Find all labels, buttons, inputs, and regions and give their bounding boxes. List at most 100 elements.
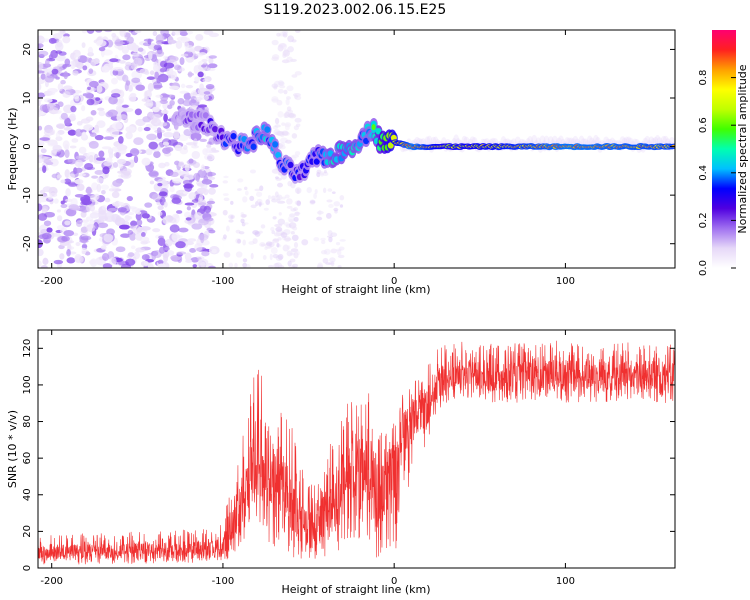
- spectrogram-blob: [286, 56, 293, 63]
- spectrogram-blob: [206, 144, 212, 149]
- spectrogram-blob: [258, 230, 263, 234]
- spectrogram-blob: [65, 188, 71, 197]
- spectrogram-blob: [335, 242, 341, 246]
- spectrogram-blob: [453, 134, 460, 146]
- spectrogram-blob: [102, 49, 113, 56]
- spectrogram-blob: [316, 171, 321, 178]
- spectrogram-blob: [157, 263, 166, 268]
- spectrogram-blob: [241, 213, 248, 218]
- spectrogram-blob: [322, 171, 329, 177]
- spectrogram-blob: [289, 252, 296, 256]
- spectrogram-blob: [155, 100, 162, 108]
- spectrogram-blob: [277, 200, 286, 204]
- spectrogram-blob: [184, 164, 190, 172]
- spectrogram-blob: [206, 200, 216, 205]
- spectrogram-blob: [66, 249, 71, 257]
- spectrogram-blob: [183, 241, 194, 246]
- spectrogram-blob: [174, 144, 183, 152]
- spectrogram-blob: [272, 238, 279, 242]
- spectrogram-blob: [157, 205, 164, 211]
- spectrogram-blob: [113, 152, 122, 158]
- spectrogram-blob: [426, 135, 433, 147]
- spectrogram-blob: [230, 200, 234, 205]
- spectrogram-blob: [157, 122, 168, 127]
- spectrogram-blob: [131, 44, 140, 53]
- spectrogram-blob: [200, 183, 208, 189]
- spectrogram-y-ticks: -20 -10 0 10 20: [22, 43, 675, 252]
- spectrogram-blob: [336, 249, 342, 256]
- spectrogram-blob: [175, 40, 183, 49]
- spectrogram-blob: [277, 253, 284, 260]
- spectrogram-blob: [328, 236, 333, 243]
- spectrogram-blob: [271, 230, 276, 235]
- spectrogram-blob: [70, 60, 76, 70]
- spectrogram-blob: [198, 258, 209, 266]
- spectrogram-blob: [57, 235, 68, 243]
- spectrogram-blob: [294, 187, 302, 194]
- spectrogram-blob: [89, 212, 100, 219]
- spectrogram-blob: [86, 98, 95, 106]
- snr-y-tick-label: 20: [22, 525, 33, 538]
- spectrogram-blob: [194, 243, 203, 252]
- spectrogram-blob: [60, 112, 68, 120]
- spectrogram-blob: [160, 109, 169, 114]
- spectrogram-blob: [294, 212, 301, 215]
- spectrogram-blob: [51, 109, 62, 114]
- spectrogram-blob: [185, 259, 193, 263]
- spectrogram-blob: [306, 187, 312, 194]
- spectrogram-blob: [277, 195, 281, 202]
- spectrogram-blob: [127, 212, 135, 216]
- spectrogram-blob: [104, 197, 111, 203]
- spectrogram-blob: [326, 199, 333, 203]
- snr-x-tick-label: 100: [556, 576, 575, 587]
- spectrogram-blob: [221, 237, 227, 241]
- spectrogram-blob: [274, 117, 280, 125]
- spectrogram-blob: [50, 150, 57, 157]
- spectrogram-blob: [176, 210, 183, 214]
- spectrogram-blob: [278, 212, 282, 216]
- spectrogram-blob: [328, 203, 334, 209]
- spectrogram-blob: [198, 52, 207, 56]
- spectrogram-blob: [287, 215, 295, 223]
- spectrogram-blob: [280, 232, 288, 238]
- spectrogram-blob: [157, 182, 163, 187]
- spectrogram-blob: [264, 246, 268, 250]
- spectrogram-blob: [191, 145, 199, 149]
- spectrogram-blob: [230, 215, 234, 219]
- spectrogram-blob: [192, 264, 198, 268]
- spectrogram-blob: [149, 70, 155, 76]
- spectrogram-blob: [586, 135, 593, 147]
- spectrogram-blob: [371, 124, 376, 131]
- spectrogram-blob: [278, 145, 286, 150]
- spectrogram-blob: [91, 182, 99, 191]
- spectrogram-blob: [194, 76, 201, 82]
- spectrogram-blob: [183, 183, 194, 189]
- spectrogram-blob: [286, 198, 293, 205]
- spectrogram-blob: [130, 220, 138, 227]
- spectrogram-blob: [272, 254, 279, 259]
- spectrogram-blob: [271, 96, 279, 103]
- spectrogram-blob: [202, 112, 209, 119]
- spectrogram-blob: [135, 212, 142, 221]
- spectrogram-blob: [112, 66, 124, 72]
- spectrogram-blob: [322, 187, 327, 193]
- spectrogram-blob: [91, 175, 99, 179]
- spectrogram-blob: [72, 70, 79, 76]
- spectrogram-blob: [117, 158, 127, 165]
- spectrogram-blob: [286, 250, 293, 257]
- spectrogram-blob: [133, 137, 144, 146]
- spectrogram-blob: [245, 263, 251, 268]
- spectrogram-blob: [284, 111, 290, 118]
- spectrogram-blob: [316, 216, 323, 221]
- spectrogram-blob: [290, 230, 295, 235]
- spectrogram-blob: [287, 35, 295, 43]
- spectrogram-blob: [240, 213, 247, 218]
- spectrogram-blob: [275, 177, 282, 181]
- spectrogram-blob: [126, 36, 134, 44]
- spectrogram-blob: [206, 67, 216, 72]
- spectrogram-blob: [178, 134, 189, 142]
- spectrogram-blob: [41, 205, 49, 212]
- snr-y-tick-label: 100: [22, 375, 33, 394]
- spectrogram-blob: [44, 98, 53, 103]
- spectrogram-blob: [270, 226, 275, 232]
